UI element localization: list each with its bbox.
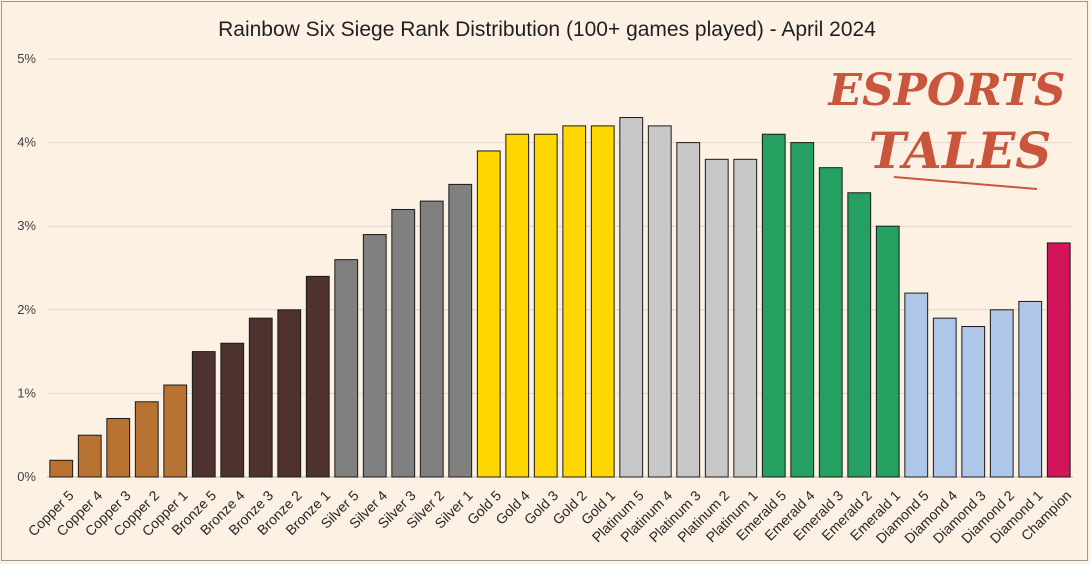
bar bbox=[818, 167, 843, 478]
bar bbox=[875, 225, 900, 478]
bar bbox=[334, 259, 359, 478]
bar bbox=[790, 142, 815, 478]
bar bbox=[163, 384, 188, 478]
bars bbox=[49, 117, 1071, 478]
bar bbox=[562, 125, 587, 478]
y-tick-label: 2% bbox=[17, 302, 36, 317]
logo-line-1: ESPORTS bbox=[826, 65, 1065, 116]
gridlines bbox=[47, 58, 1073, 478]
bar bbox=[191, 351, 216, 478]
bar bbox=[590, 125, 615, 478]
logo-line-2: TALES bbox=[869, 121, 1052, 180]
bar bbox=[305, 275, 330, 478]
bar bbox=[448, 183, 473, 478]
bar bbox=[362, 234, 387, 478]
bar bbox=[1018, 300, 1043, 478]
bar bbox=[49, 459, 74, 478]
bar bbox=[220, 342, 245, 478]
bar bbox=[904, 292, 929, 478]
bar bbox=[1046, 242, 1071, 478]
bar bbox=[533, 133, 558, 478]
bar bbox=[134, 401, 159, 478]
bar bbox=[704, 158, 729, 478]
bar bbox=[761, 133, 786, 478]
bar bbox=[77, 434, 102, 478]
bar bbox=[676, 142, 701, 478]
bar bbox=[391, 208, 416, 478]
y-tick-label: 4% bbox=[17, 135, 36, 150]
bar bbox=[619, 117, 644, 478]
bar bbox=[277, 309, 302, 478]
y-tick-label: 3% bbox=[17, 218, 36, 233]
bar bbox=[476, 150, 501, 478]
y-tick-label: 5% bbox=[17, 51, 36, 66]
bar bbox=[932, 317, 957, 478]
bar bbox=[419, 200, 444, 478]
bar bbox=[961, 326, 986, 478]
y-axis-ticks: 0% 1% 2% 3% 4% 5% bbox=[17, 51, 36, 484]
bar bbox=[989, 309, 1014, 478]
bar bbox=[248, 317, 273, 478]
bar bbox=[847, 192, 872, 478]
bar bbox=[505, 133, 530, 478]
bar bbox=[647, 125, 672, 478]
y-tick-label: 0% bbox=[17, 469, 36, 484]
bar bbox=[733, 158, 758, 478]
bar bbox=[106, 417, 131, 478]
logo-underline bbox=[893, 176, 1038, 190]
esports-tales-logo: ESPORTS TALES bbox=[826, 65, 1066, 190]
y-tick-label: 1% bbox=[17, 385, 36, 400]
chart-title: Rainbow Six Siege Rank Distribution (100… bbox=[218, 18, 876, 41]
